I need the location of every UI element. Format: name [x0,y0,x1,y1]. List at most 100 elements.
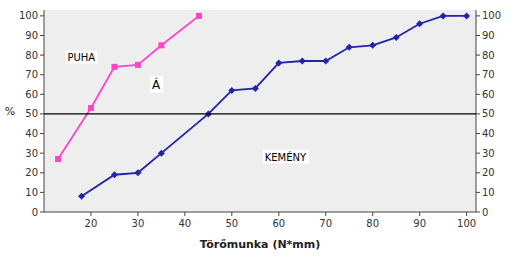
point [393,34,400,41]
x-tick [184,212,185,216]
y-tick [40,74,44,75]
point [275,59,282,66]
point [322,57,329,64]
series-line [82,16,467,196]
y-tick [40,133,44,134]
point [111,64,117,70]
y2-tick [476,212,480,213]
plot-data [44,12,476,199]
y2-tick [476,192,480,193]
point [55,156,61,162]
y-tick [40,35,44,36]
y2-tick [476,172,480,173]
y2-tick [476,15,480,16]
x-tick-label: 100 [457,218,476,229]
x-tick-label: 40 [179,218,192,229]
y-tick-label: 30 [25,148,38,159]
y-tick-label: 0 [32,207,38,218]
y2-tick [476,35,480,36]
y-tick [40,192,44,193]
y2-axis-line [476,10,477,212]
x-tick [325,212,326,216]
chart: 20 30 40 50 60 70 80 90 100 0 10 20 30 40 50 60 70 80 90 10… [0,0,516,260]
annotation-box [65,51,97,64]
y2-tick [476,55,480,56]
x-tick [278,212,279,216]
y2-tick-label: 90 [482,30,495,41]
y2-tick-label: 80 [482,50,495,61]
x-tick [90,212,91,216]
y-tick [40,113,44,114]
series-line [58,16,199,159]
point [369,42,376,49]
x-tick [419,212,420,216]
annotation-text: Á [152,77,161,92]
point [111,171,118,178]
point [440,12,447,19]
point [158,42,164,48]
x-tick-label: 80 [366,218,379,229]
y-tick-label: 90 [25,30,38,41]
y2-tick [476,74,480,75]
x-tick-label: 70 [319,218,332,229]
plot-background [44,10,476,212]
y-tick-label: 80 [25,50,38,61]
point [135,62,141,68]
y-tick [40,15,44,16]
x-tick [137,212,138,216]
y-tick [40,55,44,56]
x-tick-label: 20 [85,218,98,229]
y2-tick [476,153,480,154]
y-tick-label: 40 [25,128,38,139]
y2-tick-label: 40 [482,128,495,139]
y2-tick-label: 70 [482,69,495,80]
x-tick [231,212,232,216]
y2-tick-label: 30 [482,148,495,159]
point [134,169,141,176]
point [158,150,165,157]
y2-tick-label: 100 [482,10,501,21]
y-tick-label: 20 [25,167,38,178]
x-tick [372,212,373,216]
point [78,193,85,200]
point [228,87,235,94]
y-tick-label: 100 [19,10,38,21]
reference-line [44,113,476,114]
annotation-text: KEMÉNY [265,151,307,163]
y-tick [40,153,44,154]
x-tick-label: 60 [272,218,285,229]
point [346,44,353,51]
annotation-box [263,150,309,164]
annotation-text: PUHA [67,52,95,63]
annotation: PUHA [65,51,97,64]
x-tick-label: 90 [413,218,426,229]
y-tick-label: 10 [25,187,38,198]
point [196,13,202,19]
y-tick-label: 50 [25,108,38,119]
annotation: KEMÉNY [263,150,309,164]
point [299,57,306,64]
y-axis-line [44,10,45,212]
x-tick-label: 50 [225,218,238,229]
y2-tick [476,133,480,134]
x-tick [466,212,467,216]
x-axis-label: Törőmunka (N*mm) [200,238,321,251]
y2-tick [476,94,480,95]
y-tick [40,212,44,213]
y2-tick-label: 50 [482,108,495,119]
annotation-box [150,76,163,93]
y-tick-label: 70 [25,69,38,80]
x-tick-label: 30 [132,218,145,229]
y-tick [40,172,44,173]
y-tick-label: 60 [25,89,38,100]
y2-tick [476,113,480,114]
point [88,105,94,111]
x-axis-line [44,212,476,213]
y-axis-label: % [5,105,15,118]
y2-tick-label: 20 [482,167,495,178]
y2-tick-label: 10 [482,187,495,198]
y-tick [40,94,44,95]
annotation: Á [150,76,163,93]
point [416,20,423,27]
y2-tick-label: 60 [482,89,495,100]
